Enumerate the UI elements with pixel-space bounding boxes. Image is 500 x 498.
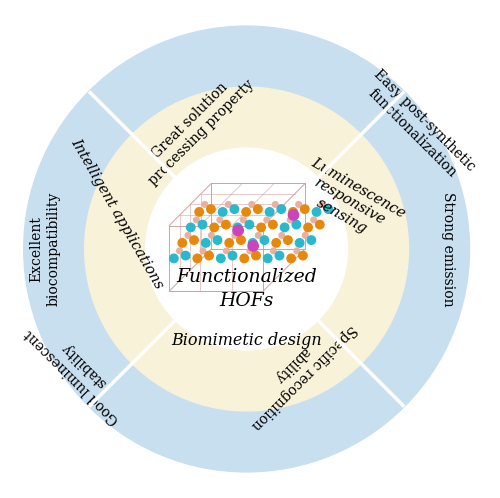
- Circle shape: [257, 223, 266, 232]
- Circle shape: [182, 251, 190, 260]
- Circle shape: [178, 239, 186, 247]
- Circle shape: [176, 248, 182, 253]
- Circle shape: [284, 236, 292, 245]
- Circle shape: [311, 217, 316, 223]
- Circle shape: [222, 221, 230, 229]
- Text: Intelligent applications: Intelligent applications: [68, 136, 166, 291]
- Circle shape: [198, 221, 206, 229]
- Text: Easy post-synthetic
functionalization: Easy post-synthetic functionalization: [359, 67, 478, 187]
- Circle shape: [84, 87, 408, 411]
- Circle shape: [245, 221, 254, 229]
- Circle shape: [324, 205, 332, 213]
- Circle shape: [195, 208, 203, 216]
- Circle shape: [24, 26, 469, 472]
- Circle shape: [288, 217, 293, 223]
- Circle shape: [205, 251, 214, 260]
- Circle shape: [279, 233, 284, 238]
- Text: Great solution
processing property: Great solution processing property: [134, 66, 257, 188]
- Circle shape: [296, 202, 302, 207]
- Circle shape: [248, 241, 258, 251]
- Text: Functionalized
HOFs: Functionalized HOFs: [176, 268, 317, 310]
- Circle shape: [234, 223, 242, 232]
- Circle shape: [228, 251, 236, 260]
- Circle shape: [294, 248, 300, 253]
- Circle shape: [307, 236, 316, 245]
- Circle shape: [208, 233, 214, 238]
- Circle shape: [260, 236, 268, 245]
- Circle shape: [242, 208, 250, 216]
- Circle shape: [200, 248, 206, 253]
- Circle shape: [304, 223, 312, 232]
- Circle shape: [193, 254, 202, 262]
- Text: Excellent
biocompatibility: Excellent biocompatibility: [29, 192, 60, 306]
- Circle shape: [190, 236, 198, 245]
- Circle shape: [300, 205, 309, 213]
- Text: Biomimetic design: Biomimetic design: [172, 332, 322, 349]
- Circle shape: [247, 248, 252, 253]
- Circle shape: [217, 217, 222, 223]
- Text: Strong emission: Strong emission: [442, 192, 456, 306]
- Text: Specific recognition
ability: Specific recognition ability: [236, 310, 359, 432]
- Circle shape: [320, 202, 325, 207]
- Circle shape: [252, 251, 260, 260]
- Circle shape: [266, 208, 274, 216]
- Circle shape: [240, 254, 248, 262]
- Circle shape: [186, 223, 195, 232]
- Circle shape: [226, 202, 231, 207]
- Circle shape: [146, 148, 348, 350]
- Circle shape: [256, 233, 261, 238]
- Circle shape: [264, 254, 272, 262]
- Circle shape: [225, 239, 234, 247]
- Circle shape: [194, 217, 199, 223]
- Circle shape: [236, 236, 245, 245]
- Circle shape: [248, 239, 257, 247]
- Circle shape: [232, 233, 237, 238]
- Circle shape: [280, 223, 289, 232]
- Circle shape: [170, 254, 178, 262]
- Circle shape: [216, 254, 225, 262]
- Circle shape: [214, 236, 222, 245]
- Circle shape: [275, 251, 283, 260]
- Text: Good luminescent
stability: Good luminescent stability: [22, 315, 134, 427]
- Circle shape: [210, 223, 218, 232]
- Circle shape: [230, 205, 238, 213]
- Circle shape: [254, 205, 262, 213]
- Circle shape: [264, 217, 270, 223]
- Circle shape: [218, 208, 227, 216]
- Circle shape: [302, 233, 308, 238]
- Circle shape: [289, 208, 298, 216]
- Circle shape: [312, 208, 320, 216]
- Circle shape: [272, 239, 280, 247]
- Circle shape: [185, 233, 191, 238]
- Circle shape: [202, 202, 207, 207]
- Circle shape: [233, 225, 243, 236]
- Circle shape: [268, 221, 277, 229]
- Text: Luminescence
responsive
sensing: Luminescence responsive sensing: [292, 155, 408, 249]
- Circle shape: [224, 248, 229, 253]
- Circle shape: [316, 221, 324, 229]
- Circle shape: [202, 239, 210, 247]
- Circle shape: [287, 254, 296, 262]
- Circle shape: [270, 248, 276, 253]
- Circle shape: [298, 251, 307, 260]
- Circle shape: [292, 221, 300, 229]
- Circle shape: [249, 202, 254, 207]
- Circle shape: [272, 202, 278, 207]
- Circle shape: [296, 239, 304, 247]
- Circle shape: [240, 217, 246, 223]
- Circle shape: [206, 205, 215, 213]
- Circle shape: [277, 205, 285, 213]
- Circle shape: [288, 210, 298, 220]
